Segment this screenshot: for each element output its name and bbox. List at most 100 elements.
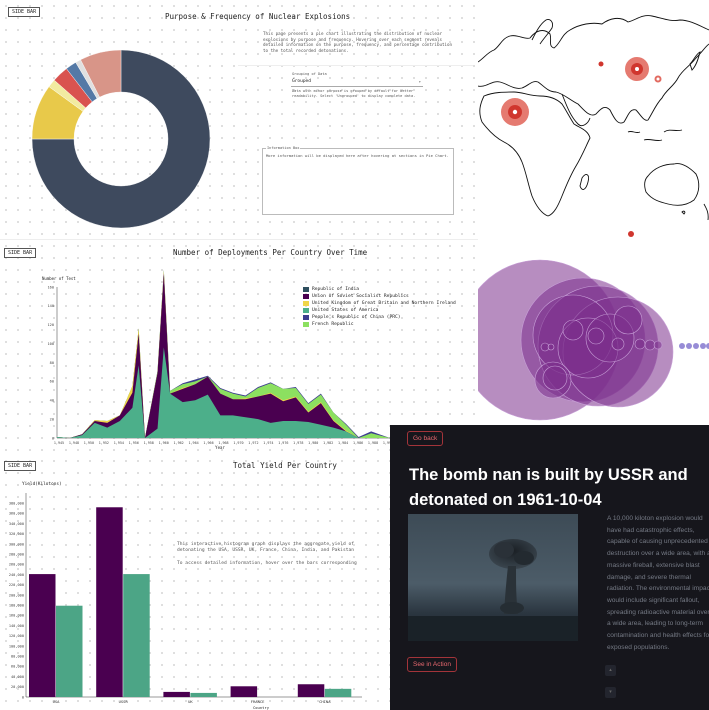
- x-tick-label: 1,978: [293, 441, 303, 445]
- bar: [96, 507, 123, 697]
- y-tick-label: 160: [48, 285, 55, 289]
- legend-item[interactable]: United States of America: [303, 307, 456, 314]
- bar: [190, 692, 217, 697]
- bar-chart-title: Total Yield Per Country: [233, 461, 337, 470]
- x-tick-label: CHINA: [319, 699, 331, 704]
- x-tick-label: 1,958: [144, 441, 154, 445]
- y-tick-label: 80: [50, 361, 54, 365]
- x-tick-label: 1,988: [368, 441, 378, 445]
- side-bar-button[interactable]: SIDE BAR: [4, 461, 37, 471]
- bar-panel: SIDE BAR Total Yield Per Country 0 20,000…: [0, 455, 390, 710]
- pie-chart[interactable]: [0, 0, 240, 240]
- y-tick-label: 300,000: [9, 542, 24, 546]
- legend-swatch: [303, 315, 309, 320]
- x-tick-label: 1,952: [99, 441, 109, 445]
- y-tick-label: 120,000: [9, 634, 24, 638]
- pie-panel: SIDE BAR Purpose & Frequency of Nuclear …: [0, 0, 478, 240]
- x-tick-label: 1,956: [129, 441, 139, 445]
- x-tick-label: USSR: [119, 699, 129, 704]
- legend-item[interactable]: Republic of India: [303, 286, 456, 293]
- small-button[interactable]: ▾: [605, 687, 616, 698]
- area-panel: SIDE BAR Number of Deployments Per Count…: [0, 240, 478, 455]
- legend-label: Union of Soviet Socialist Republics: [312, 294, 409, 299]
- world-map[interactable]: [478, 0, 709, 240]
- legend-label: French Republic: [312, 322, 354, 327]
- bubble-panel: [478, 240, 709, 425]
- x-tick-label: FRANCE: [251, 699, 265, 704]
- legend-item[interactable]: Union of Soviet Socialist Republics: [303, 293, 456, 300]
- y-tick-label: 80,000: [11, 655, 24, 659]
- detail-title: The bomb nan is built by USSR and detona…: [409, 466, 688, 509]
- y-tick-label: 340,000: [9, 522, 24, 526]
- x-tick-label: 1,976: [278, 441, 288, 445]
- select-label: Grouping of Data: [292, 72, 327, 76]
- chevron-down-icon: ▾: [418, 79, 421, 84]
- y-tick-label: 360,000: [9, 512, 24, 516]
- bar: [324, 688, 352, 697]
- bubble-chart[interactable]: [478, 240, 709, 425]
- x-tick-label: 1,986: [353, 441, 363, 445]
- pie-slice: [31, 49, 211, 229]
- page-title: Purpose & Frequency of Nuclear Explosion…: [165, 12, 351, 21]
- legend-item[interactable]: People's Republic of China (PRC): [303, 314, 456, 321]
- map-panel: [478, 0, 709, 240]
- go-back-button[interactable]: Go back: [407, 431, 444, 446]
- x-tick-label: 1,968: [218, 441, 228, 445]
- x-tick-label: 1,954: [114, 441, 124, 445]
- x-tick-label: 1,970: [233, 441, 243, 445]
- x-tick-label: 1,945: [54, 441, 64, 445]
- y-tick-label: 240,000: [9, 573, 24, 577]
- y-tick-label: 60: [50, 380, 54, 384]
- legend-item[interactable]: French Republic: [303, 321, 456, 328]
- x-axis-label: Year: [215, 445, 225, 450]
- bar: [297, 684, 325, 697]
- info-text: More information will be displayed here …: [266, 153, 449, 158]
- bar-hint: To access detailed information, hover ov…: [177, 561, 357, 566]
- legend-swatch: [303, 308, 309, 313]
- y-tick-label: 140,000: [9, 624, 24, 628]
- bar: [29, 574, 56, 697]
- x-tick-label: UK: [188, 699, 193, 704]
- bar-description: This interactive histogram graph display…: [177, 542, 355, 553]
- bar: [56, 605, 83, 697]
- y-tick-label: 160,000: [9, 614, 24, 618]
- x-tick-label: 1,966: [203, 441, 213, 445]
- y-tick-label: 320,000: [9, 532, 24, 536]
- y-tick-label: 280,000: [9, 553, 24, 557]
- detail-panel: Go back The bomb nan is built by USSR an…: [390, 425, 709, 710]
- legend-swatch: [303, 287, 309, 292]
- y-axis-label: Yield(Kilotons): [22, 481, 62, 487]
- small-button[interactable]: ▴: [605, 665, 616, 676]
- area-series: [57, 347, 390, 438]
- pie-slice: [80, 49, 122, 98]
- x-tick-label: 1,984: [338, 441, 348, 445]
- x-tick-label: 1,972: [248, 441, 258, 445]
- y-tick-label: 200,000: [9, 593, 24, 597]
- y-tick-label: 380,000: [9, 502, 24, 506]
- legend-label: People's Republic of China (PRC): [312, 315, 401, 320]
- area-chart-title: Number of Deployments Per Country Over T…: [173, 248, 368, 257]
- select-value: Grouped: [292, 79, 311, 84]
- see-in-action-button[interactable]: See in Action: [407, 657, 457, 672]
- y-tick-label: 20,000: [11, 685, 24, 689]
- legend-item[interactable]: United Kingdom of Great Britain and Nort…: [303, 300, 456, 307]
- x-tick-label: USA: [53, 699, 61, 704]
- legend-label: Republic of India: [312, 287, 360, 292]
- grouping-select[interactable]: Grouped ▾: [291, 78, 423, 87]
- x-axis-label: Country: [253, 705, 270, 710]
- bar-chart[interactable]: 0 20,000 40,000 60,000 80,000 100,000 120,000 1…: [0, 455, 390, 710]
- y-tick-label: 20: [50, 417, 54, 421]
- info-label: Information Box: [266, 146, 301, 152]
- y-tick-label: 100,000: [9, 644, 24, 648]
- x-tick-label: 1,964: [188, 441, 198, 445]
- side-bar-button[interactable]: SIDE BAR: [4, 248, 37, 258]
- y-tick-label: 40,000: [11, 675, 24, 679]
- x-tick-label: 1,948: [69, 441, 79, 445]
- side-bar-button[interactable]: SIDE BAR: [8, 7, 41, 17]
- area-chart[interactable]: 0 20 40 60 80 100 120 140 160 1,945 1,948 1,950 1,95…: [0, 240, 478, 455]
- y-axis-label: Number of Test: [42, 276, 76, 281]
- grouping-select-box: [238, 65, 473, 118]
- bar: [163, 691, 190, 697]
- y-tick-label: 0: [22, 695, 24, 699]
- pie-description: This page presents a pie chart illustrat…: [263, 31, 453, 53]
